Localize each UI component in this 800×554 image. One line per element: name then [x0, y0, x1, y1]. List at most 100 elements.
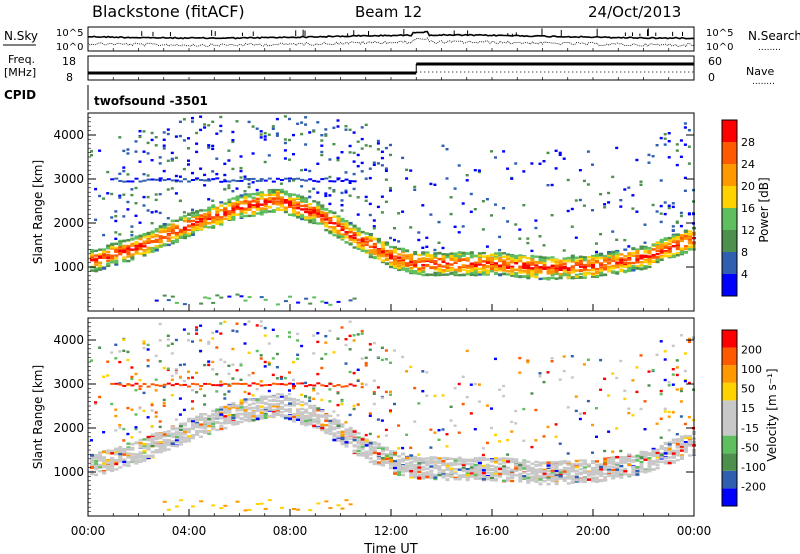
echo-cell	[170, 435, 175, 439]
echo-cell	[158, 360, 162, 363]
echo-cell	[461, 251, 466, 255]
echo-cell	[449, 255, 454, 259]
echo-cell	[219, 380, 223, 383]
echo-cell	[550, 357, 554, 360]
echo-cell	[635, 158, 639, 162]
echo-cell	[578, 269, 583, 272]
echo-cell	[687, 233, 692, 236]
echo-cell	[158, 162, 162, 165]
echo-cell	[453, 459, 458, 462]
echo-cell	[158, 425, 162, 429]
echo-cell	[643, 247, 648, 250]
echo-cell	[227, 390, 231, 393]
echo-cell	[542, 472, 547, 475]
echo-cell	[126, 180, 131, 183]
echo-cell	[376, 139, 380, 143]
echo-cell	[679, 237, 684, 240]
echo-cell	[114, 448, 119, 451]
echo-cell	[356, 368, 360, 371]
echo-cell	[154, 441, 159, 444]
echo-cell	[118, 383, 123, 386]
echo-cell	[534, 468, 539, 471]
echo-cell	[683, 229, 688, 232]
echo-cell	[417, 272, 422, 275]
echo-cell	[247, 185, 251, 189]
echo-cell	[110, 461, 115, 464]
echo-cell	[574, 263, 579, 266]
cpid-value: twofsound -3501	[94, 94, 208, 108]
echo-cell	[421, 204, 425, 207]
echo-cell	[659, 240, 664, 243]
echo-cell	[142, 150, 146, 153]
echo-cell	[251, 152, 255, 155]
echo-cell	[98, 470, 103, 473]
echo-cell	[178, 433, 183, 436]
echo-cell	[562, 259, 567, 262]
echo-cell	[393, 227, 396, 230]
echo-cell	[316, 426, 321, 429]
echo-cell	[360, 442, 365, 445]
echo-cell	[247, 195, 252, 198]
echo-cell	[223, 417, 228, 421]
echo-cell	[623, 255, 628, 258]
echo-cell	[667, 206, 671, 210]
echo-cell	[615, 265, 620, 268]
echo-cell	[122, 257, 127, 260]
echo-cell	[534, 270, 539, 274]
echo-cell	[490, 214, 493, 217]
echo-cell	[332, 126, 336, 129]
echo-cell	[255, 409, 260, 412]
echo-cell	[255, 416, 260, 419]
echo-cell	[530, 445, 534, 449]
echo-cell	[207, 360, 211, 363]
echo-cell	[397, 247, 402, 251]
echo-cell	[368, 167, 372, 170]
echo-cell	[498, 235, 502, 239]
echo-cell	[239, 362, 243, 365]
echo-cell	[498, 457, 503, 461]
echo-cell	[437, 241, 441, 244]
echo-cell	[401, 260, 406, 264]
echo-cell	[118, 233, 122, 236]
echo-cell	[457, 266, 462, 269]
echo-cell	[170, 159, 174, 162]
echo-cell	[465, 472, 470, 475]
echo-cell	[316, 340, 320, 344]
echo-cell	[384, 446, 389, 450]
echo-cell	[114, 261, 119, 264]
echo-cell	[300, 407, 305, 411]
echo-cell	[288, 295, 292, 298]
echo-cell	[599, 274, 604, 277]
echo-cell	[344, 445, 349, 448]
echo-cell	[574, 259, 579, 263]
echo-cell	[566, 273, 571, 277]
echo-cell	[255, 503, 260, 505]
echo-cell	[130, 459, 135, 462]
echo-cell	[138, 379, 142, 382]
echo-cell	[259, 384, 264, 387]
echo-cell	[316, 332, 320, 335]
echo-cell	[538, 372, 542, 375]
echo-cell	[110, 178, 115, 181]
echo-cell	[142, 195, 146, 199]
echo-cell	[150, 409, 154, 412]
echo-cell	[187, 159, 190, 162]
echo-cell	[453, 187, 457, 190]
echo-cell	[263, 198, 268, 201]
echo-cell	[251, 177, 256, 180]
echo-cell	[457, 259, 462, 262]
echo-cell	[494, 252, 498, 255]
echo-cell	[203, 382, 208, 385]
echo-cell	[114, 237, 118, 240]
echo-cell	[651, 203, 655, 207]
echo-cell	[510, 470, 515, 474]
echo-cell	[655, 246, 660, 250]
echo-cell	[94, 402, 98, 406]
echo-cell	[267, 389, 271, 393]
echo-cell	[368, 442, 373, 445]
echo-cell	[675, 149, 679, 152]
echo-cell	[90, 460, 94, 464]
echo-cell	[267, 403, 272, 406]
echo-cell	[195, 142, 199, 145]
echo-cell	[316, 191, 320, 194]
